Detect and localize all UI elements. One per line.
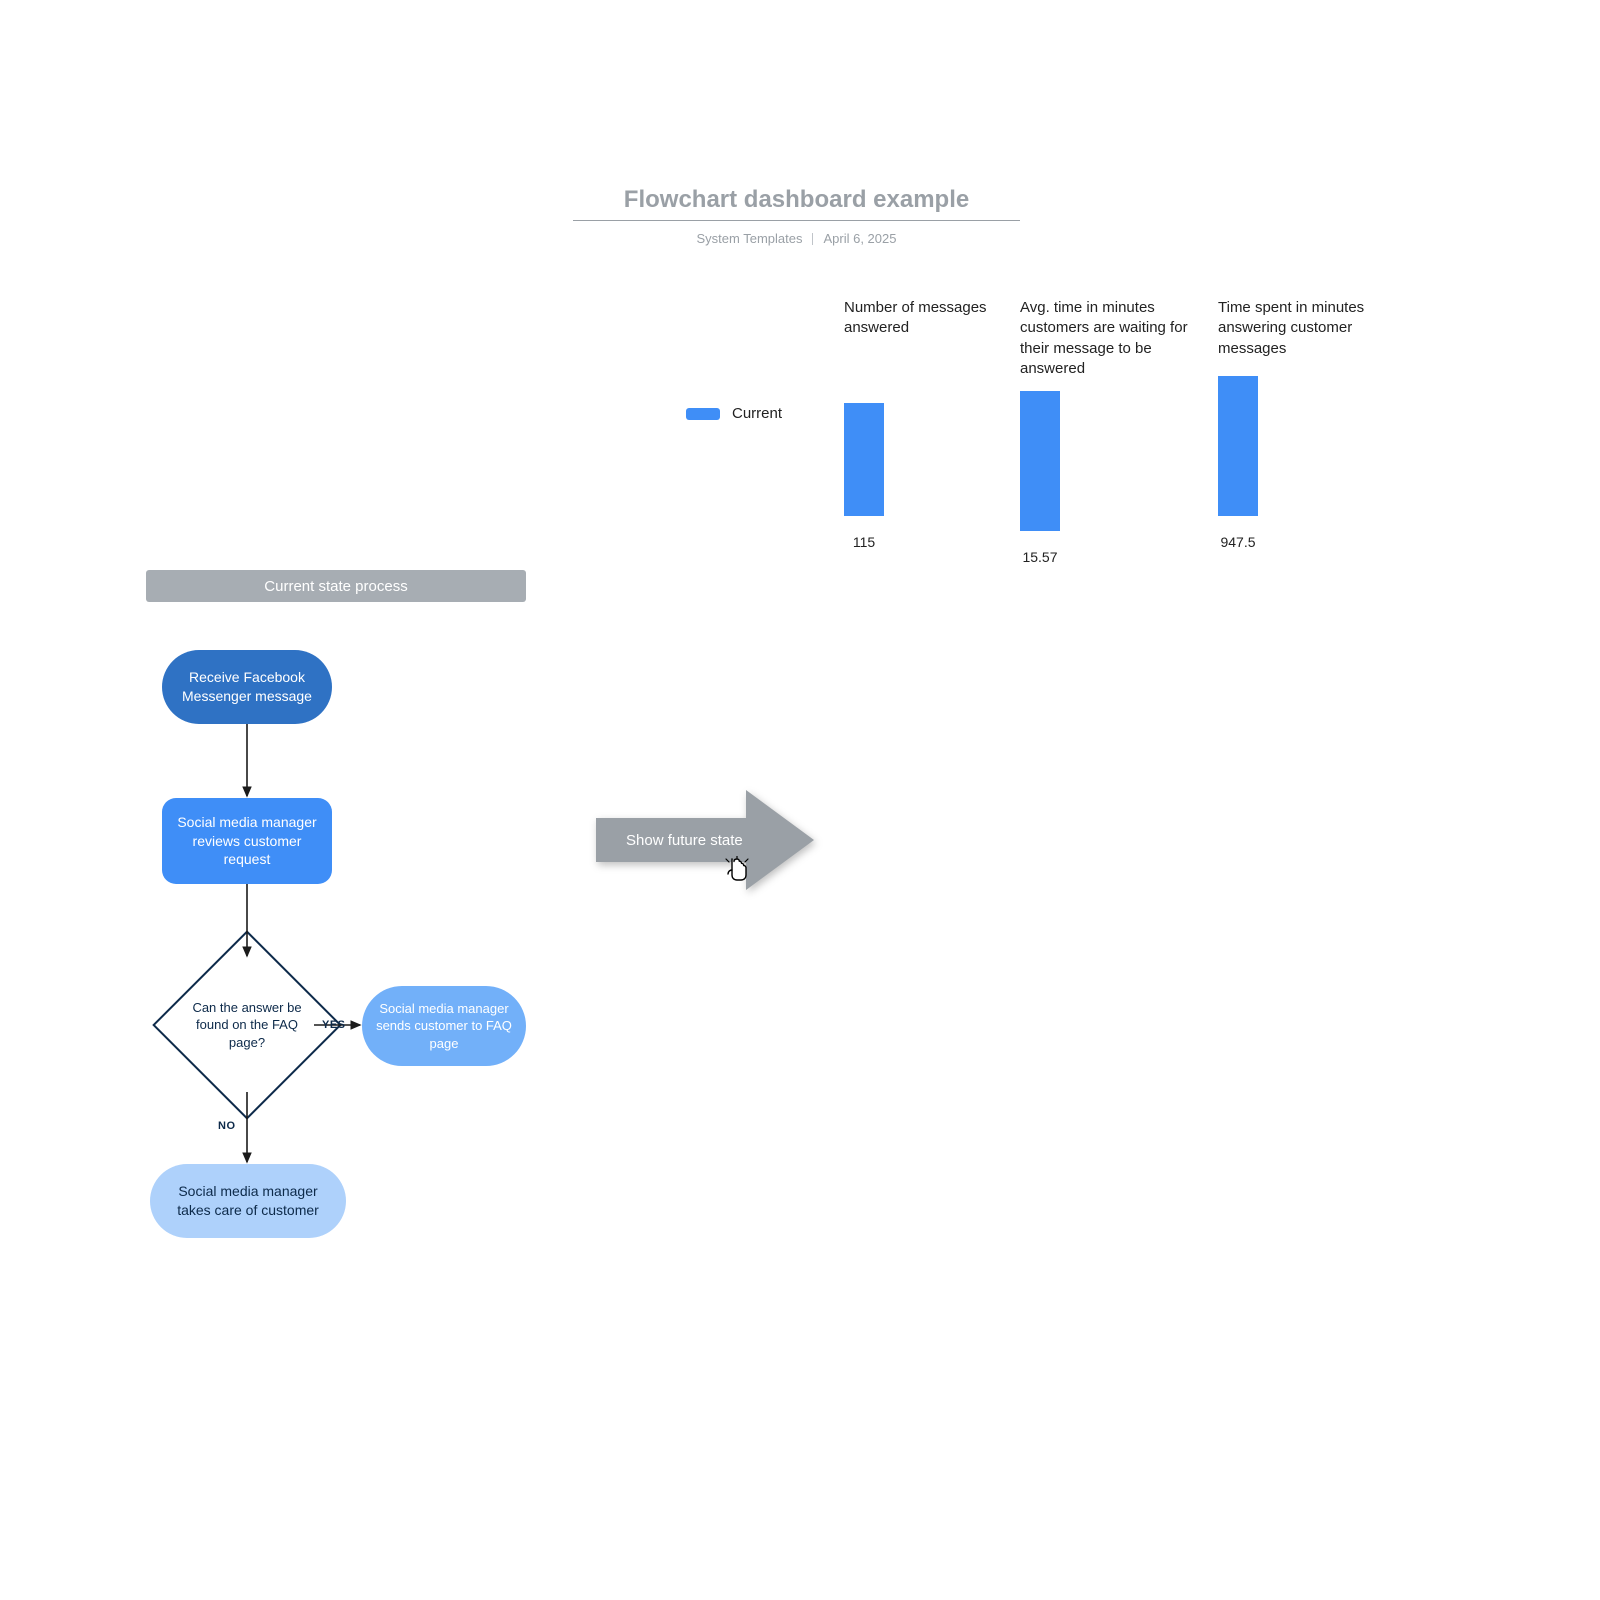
flow-node-process[interactable]: Social media manager reviews customer re… xyxy=(162,798,332,884)
section-banner-label: Current state process xyxy=(264,578,407,595)
flow-node-start[interactable]: Receive Facebook Messenger message xyxy=(162,650,332,724)
flow-node-handle[interactable]: Social media manager takes care of custo… xyxy=(150,1164,346,1238)
header: Flowchart dashboard example System Templ… xyxy=(573,186,1020,246)
metric-value: 15.57 xyxy=(1020,549,1060,565)
flow-node-label: Receive Facebook Messenger message xyxy=(162,662,332,712)
metric-title: Avg. time in minutes customers are waiti… xyxy=(1020,298,1220,379)
bar-slot xyxy=(1020,391,1220,531)
bar-slot xyxy=(1218,376,1418,516)
flow-node-label: Social media manager sends customer to F… xyxy=(362,994,526,1059)
section-banner-current: Current state process xyxy=(146,570,526,602)
bar-slot xyxy=(844,376,1044,516)
metric-title: Number of messages answered xyxy=(844,298,1044,364)
flow-node-label: Social media manager reviews customer re… xyxy=(162,807,332,876)
canvas: Flowchart dashboard example System Templ… xyxy=(0,0,1600,1600)
author-label: System Templates xyxy=(697,231,803,246)
divider-icon xyxy=(812,233,813,245)
flow-node-decision[interactable]: Can the answer be found on the FAQ page? xyxy=(180,958,314,1092)
edge-label-yes: YES xyxy=(322,1019,346,1031)
metric-panel-2: Time spent in minutes answering customer… xyxy=(1218,298,1418,550)
metric-panel-1: Avg. time in minutes customers are waiti… xyxy=(1020,298,1220,565)
cursor-click-icon xyxy=(722,856,752,890)
metric-value: 115 xyxy=(844,534,884,550)
legend: Current xyxy=(686,405,782,422)
metric-title: Time spent in minutes answering customer… xyxy=(1218,298,1418,364)
page-subtitle: System Templates April 6, 2025 xyxy=(573,231,1020,246)
bar xyxy=(844,403,884,516)
edge-label-no: NO xyxy=(218,1120,236,1132)
flow-node-faq[interactable]: Social media manager sends customer to F… xyxy=(362,986,526,1066)
bar xyxy=(1020,391,1060,531)
legend-label: Current xyxy=(732,405,782,422)
flow-node-label: Can the answer be found on the FAQ page? xyxy=(180,958,314,1092)
bar xyxy=(1218,376,1258,516)
date-label: April 6, 2025 xyxy=(823,231,896,246)
metric-panel-0: Number of messages answered 115 xyxy=(844,298,1044,550)
show-future-state-label: Show future state xyxy=(626,832,743,849)
metric-value: 947.5 xyxy=(1218,534,1258,550)
page-title: Flowchart dashboard example xyxy=(573,186,1020,221)
legend-swatch xyxy=(686,408,720,420)
flow-node-label: Social media manager takes care of custo… xyxy=(150,1176,346,1226)
